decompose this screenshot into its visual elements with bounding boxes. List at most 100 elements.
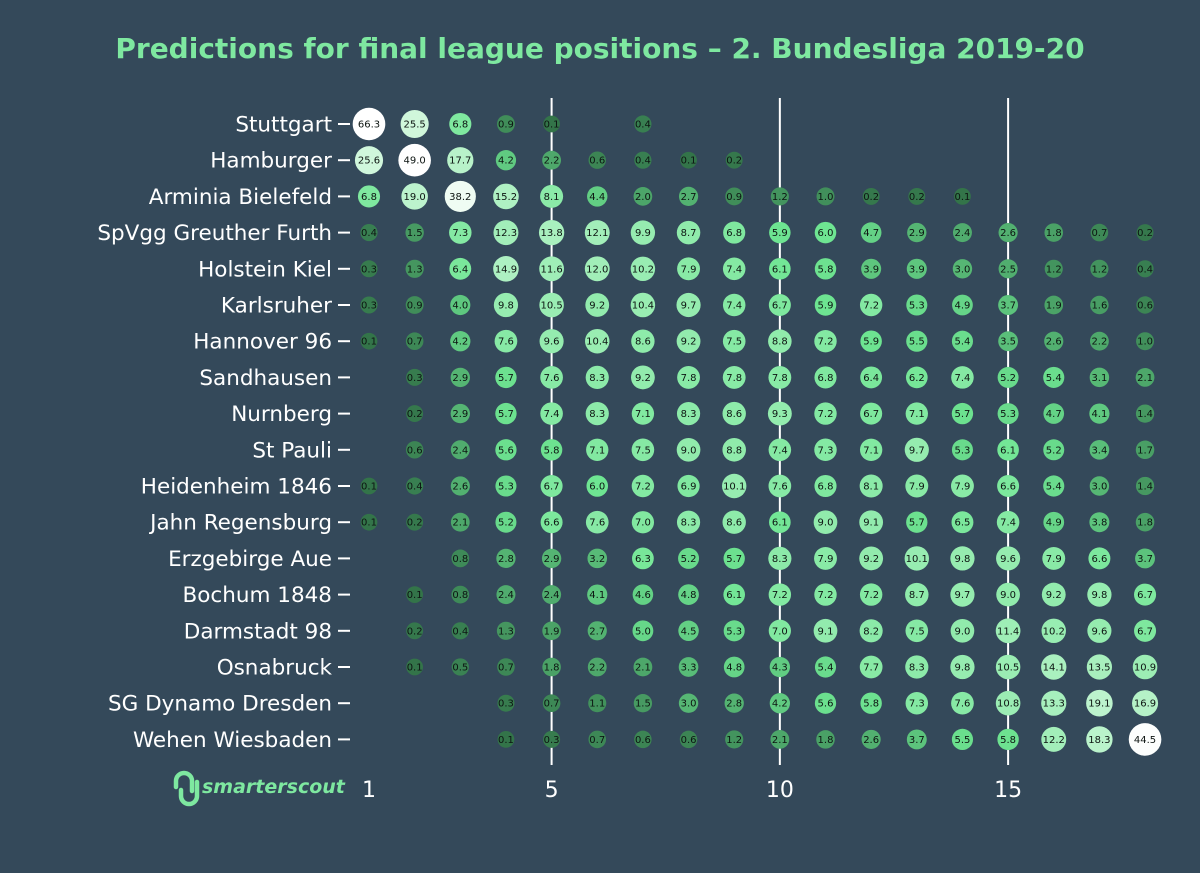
- data-dot: [861, 258, 882, 279]
- data-label: 0.6: [635, 735, 651, 746]
- data-label: 5.6: [818, 699, 834, 710]
- data-label: 0.1: [407, 590, 423, 601]
- data-label: 6.2: [909, 373, 925, 384]
- data-dot: [814, 258, 837, 280]
- data-dot: [406, 586, 424, 603]
- data-label: 0.1: [361, 518, 377, 529]
- data-dot: [1136, 296, 1154, 314]
- data-label: 9.7: [954, 590, 970, 601]
- data-dot: [631, 474, 655, 498]
- data-dot: [631, 329, 655, 353]
- data-label: 7.1: [863, 445, 879, 456]
- data-label: 4.4: [589, 192, 605, 203]
- data-dot: [814, 474, 837, 498]
- data-dot: [630, 256, 656, 282]
- data-label: 4.0: [452, 301, 468, 312]
- data-label: 0.2: [407, 518, 423, 529]
- data-label: 12.0: [586, 264, 608, 275]
- data-dot: [450, 512, 470, 532]
- data-label: 7.7: [863, 663, 879, 674]
- data-dot: [539, 329, 564, 354]
- team-label: Darmstadt 98: [184, 619, 332, 644]
- data-dot: [768, 438, 792, 462]
- data-dot: [1136, 332, 1155, 351]
- data-label: 25.6: [358, 156, 380, 167]
- data-dot: [950, 654, 975, 680]
- data-dot: [497, 731, 515, 748]
- data-dot: [676, 329, 701, 354]
- data-label: 7.0: [772, 626, 788, 637]
- data-label: 0.3: [361, 264, 377, 275]
- data-dot: [905, 366, 928, 389]
- data-dot: [360, 332, 378, 350]
- smarterscout-logo-icon: [173, 770, 200, 807]
- data-label: 6.7: [1137, 626, 1153, 637]
- data-label: 8.3: [681, 518, 697, 529]
- data-dot: [540, 366, 563, 389]
- data-dot: [398, 143, 431, 177]
- data-label: 0.7: [407, 337, 423, 348]
- data-dot: [723, 583, 746, 606]
- data-dot: [813, 510, 838, 535]
- data-label: 8.6: [635, 337, 651, 348]
- data-label: 0.9: [726, 192, 742, 203]
- data-label: 1.6: [1091, 301, 1107, 312]
- data-label: 2.9: [544, 554, 560, 565]
- data-label: 3.0: [1091, 482, 1107, 493]
- data-label: 7.4: [954, 373, 970, 384]
- data-label: 5.4: [818, 663, 834, 674]
- team-label: Sandhausen: [199, 366, 332, 391]
- data-label: 4.9: [954, 301, 970, 312]
- data-dot: [406, 368, 424, 386]
- data-label: 2.1: [772, 735, 788, 746]
- data-dot: [588, 694, 607, 713]
- data-dot: [722, 329, 746, 353]
- data-label: 10.5: [997, 663, 1019, 674]
- team-label: Arminia Bielefeld: [149, 185, 332, 210]
- data-label: 9.2: [863, 554, 879, 565]
- data-dot: [678, 584, 699, 605]
- data-dot: [954, 188, 971, 205]
- data-dot: [586, 438, 609, 461]
- data-label: 5.8: [544, 445, 560, 456]
- data-dot: [450, 476, 470, 496]
- data-label: 0.3: [498, 699, 514, 710]
- data-label: 18.3: [1088, 735, 1110, 746]
- data-dot: [360, 260, 378, 278]
- data-label: 9.9: [635, 228, 651, 239]
- data-dot: [860, 222, 882, 243]
- data-dot: [676, 510, 701, 534]
- data-dot: [451, 658, 469, 676]
- data-label: 7.0: [635, 518, 651, 529]
- data-dot: [1044, 331, 1064, 351]
- data-label: 2.5: [1000, 264, 1016, 275]
- data-dot: [950, 474, 974, 498]
- data-dot: [770, 187, 789, 206]
- data-label: 3.7: [1000, 301, 1016, 312]
- data-label: 2.6: [863, 735, 879, 746]
- data-label: 5.2: [1046, 445, 1062, 456]
- data-dot: [680, 151, 697, 169]
- data-dot: [451, 549, 470, 568]
- data-dot: [1041, 654, 1067, 680]
- data-dot: [907, 222, 927, 243]
- data-dot: [495, 439, 517, 461]
- data-label: 2.8: [726, 699, 742, 710]
- data-dot: [450, 440, 470, 460]
- data-dot: [406, 405, 424, 423]
- data-dot: [1090, 223, 1109, 242]
- data-dot: [678, 657, 699, 677]
- data-label: 6.7: [544, 482, 560, 493]
- data-label: 9.1: [863, 518, 879, 529]
- team-label: Wehen Wiesbaden: [133, 728, 332, 753]
- data-dot: [493, 183, 519, 210]
- data-label: 5.4: [1046, 482, 1062, 493]
- data-dot: [588, 730, 607, 749]
- data-dot: [585, 328, 610, 354]
- data-label: 3.4: [1091, 445, 1107, 456]
- data-label: 7.1: [909, 409, 925, 420]
- data-label: 0.4: [452, 626, 468, 637]
- data-dot: [451, 622, 469, 640]
- data-dot: [1086, 689, 1113, 717]
- data-dot: [859, 438, 883, 461]
